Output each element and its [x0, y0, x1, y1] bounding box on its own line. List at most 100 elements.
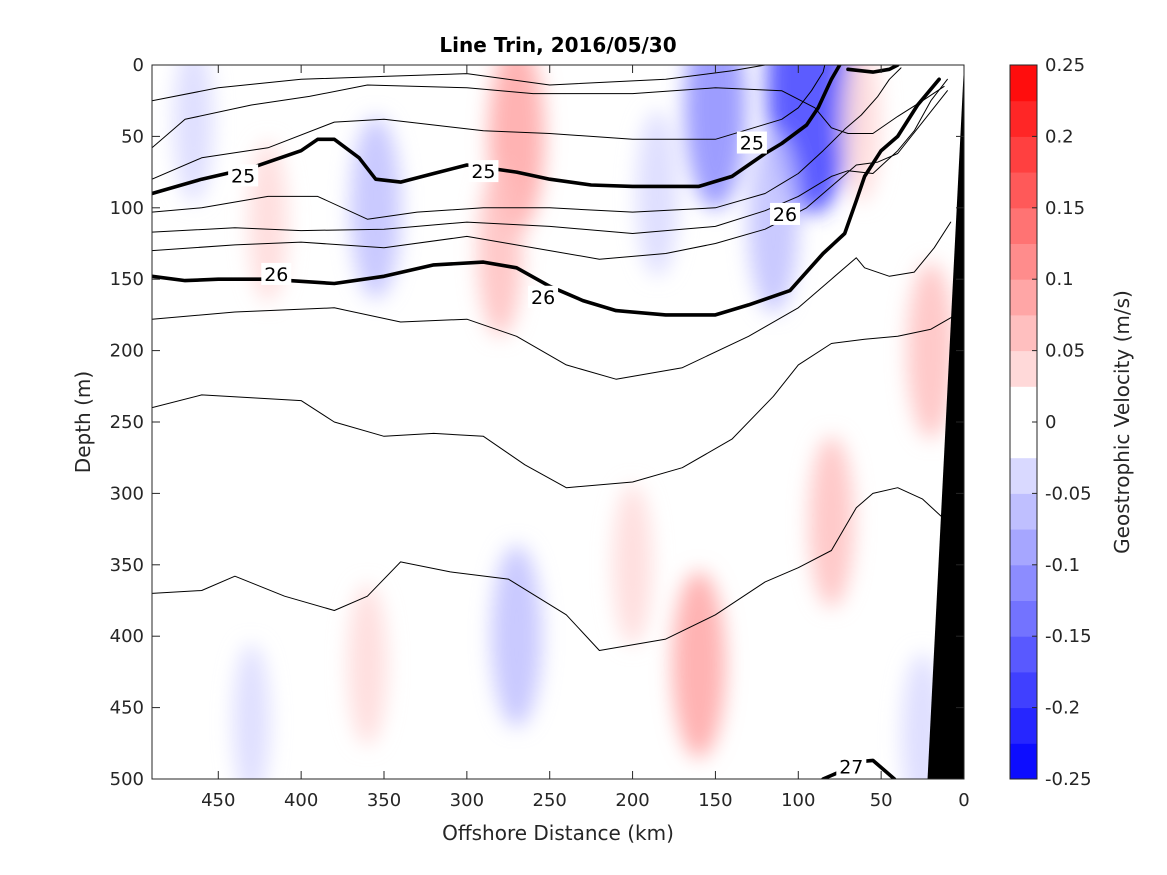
velocity-feature-10	[907, 262, 955, 439]
contour-label-bg	[736, 131, 767, 154]
contour-labels: 25 25 25 26 26 26 27	[228, 131, 867, 779]
velocity-feature-12	[672, 571, 726, 759]
colorbar-level	[1010, 314, 1037, 352]
y-tick-label: 50	[121, 126, 144, 147]
colorbar-label: Geostrophic Velocity (m/s)	[1110, 290, 1134, 554]
x-axis: 450 400 350 300 250 200 150 100 50 0	[201, 65, 970, 811]
colorbar-level	[1010, 707, 1037, 744]
topography	[927, 65, 964, 779]
contour-label-bg	[468, 160, 499, 183]
colorbar-level	[1010, 493, 1037, 530]
contour-label-7-2: 26	[773, 204, 797, 226]
x-tick-label: 450	[201, 790, 235, 811]
colorbar-level	[1010, 636, 1037, 673]
isopycnal-10	[152, 487, 948, 651]
contour-label-bg	[836, 755, 867, 778]
colorbar-tick-label: -0.15	[1045, 626, 1092, 647]
x-tick-label: 100	[781, 790, 815, 811]
isopycnal-8	[152, 221, 952, 380]
y-tick-label: 500	[110, 769, 144, 790]
isopycnal-contours	[152, 65, 957, 779]
x-axis-label: Offshore Distance (km)	[442, 821, 674, 845]
contour-label-bg	[228, 164, 259, 187]
isopycnal-4	[152, 67, 902, 220]
x-tick-label: 300	[450, 790, 484, 811]
colorbar-level	[1010, 743, 1037, 780]
velocity-feature-11	[491, 545, 542, 727]
contour-label-11-0: 27	[839, 757, 863, 779]
velocity-feature-16	[233, 644, 270, 779]
isopycnal-9	[152, 314, 957, 489]
chart-title: Line Trin, 2016/05/30	[439, 33, 676, 57]
colorbar-level	[1010, 279, 1037, 316]
velocity-feature-14	[612, 484, 653, 646]
seafloor-topography	[927, 65, 964, 779]
colorbar-level	[1010, 243, 1037, 280]
colorbar-level	[1010, 350, 1037, 387]
plot-area: 25 25 25 26 26 26 27	[151, 64, 965, 780]
y-tick-label: 350	[110, 555, 144, 576]
colorbar-level	[1010, 564, 1037, 601]
contour-label-7-1: 26	[531, 287, 555, 309]
colorbar-tick-label: 0.1	[1045, 269, 1074, 290]
colorbar-level	[1010, 600, 1037, 637]
x-tick-label: 50	[870, 790, 893, 811]
colorbar-tick-label: -0.1	[1045, 555, 1080, 576]
isopycnal-0	[152, 65, 766, 102]
x-tick-label: 0	[958, 790, 969, 811]
colorbar-tick-label: -0.2	[1045, 698, 1080, 719]
y-tick-label: 200	[110, 341, 144, 362]
velocity-feature-13	[809, 436, 854, 608]
isopycnal-1	[152, 84, 945, 149]
y-tick-label: 250	[110, 412, 144, 433]
velocity-feature-5	[477, 165, 523, 337]
y-axis-label: Depth (m)	[71, 371, 95, 473]
isopycnal-7	[152, 77, 941, 317]
isopycnal-3	[152, 65, 842, 196]
colorbar-level	[1010, 422, 1037, 459]
colorbar-tick-label: 0.25	[1045, 55, 1085, 76]
colorbar-level	[1010, 207, 1037, 244]
colorbar-tick-label: 0.2	[1045, 126, 1074, 147]
x-tick-label: 200	[615, 790, 649, 811]
velocity-feature-6	[350, 117, 401, 299]
x-tick-label: 350	[367, 790, 401, 811]
x-tick-label: 400	[284, 790, 318, 811]
colorbar-level	[1010, 386, 1037, 423]
colorbar-level	[1010, 136, 1037, 173]
contour-label-bg	[528, 285, 559, 308]
contour-label-3-2: 25	[740, 133, 764, 155]
velocity-feature-3	[636, 110, 679, 277]
y-tick-label: 300	[110, 483, 144, 504]
colorbar-level	[1010, 529, 1037, 566]
isopycnal-5	[152, 78, 948, 234]
isopycnal-2	[152, 65, 826, 180]
colorbar-tick-label: 0.05	[1045, 341, 1085, 362]
contour-label-bg	[770, 202, 801, 225]
colorbar: 0.25 0.2 0.15 0.1 0.05 0 -0.05 -0.1 -0.15 -0.2 -0.…	[1009, 55, 1092, 790]
x-tick-label: 250	[533, 790, 567, 811]
y-tick-label: 400	[110, 626, 144, 647]
colorbar-level	[1010, 65, 1037, 102]
contour-label-3-0: 25	[231, 165, 255, 187]
y-tick-label: 450	[110, 698, 144, 719]
y-tick-label: 150	[110, 269, 144, 290]
colorbar-tick-label: 0.15	[1045, 198, 1085, 219]
x-tick-label: 150	[698, 790, 732, 811]
colorbar-level	[1010, 671, 1037, 709]
colorbar-level	[1010, 172, 1037, 209]
contour-label-bg	[261, 262, 292, 285]
y-tick-label: 0	[133, 55, 144, 76]
y-axis: 0 50 100 150 200 250 300 350 400 450 500	[110, 55, 964, 790]
colorbar-tick-label: -0.05	[1045, 483, 1092, 504]
velocity-feature-7	[248, 141, 288, 303]
colorbar-level	[1010, 100, 1037, 137]
contour-label-7-0: 26	[264, 264, 288, 286]
velocity-feature-1	[684, 65, 747, 210]
colorbar-tick-label: -0.25	[1045, 769, 1092, 790]
y-tick-label: 100	[110, 198, 144, 219]
isopycnal-6	[152, 90, 948, 260]
velocity-feature-8	[173, 65, 214, 203]
velocity-feature-15	[347, 584, 388, 746]
